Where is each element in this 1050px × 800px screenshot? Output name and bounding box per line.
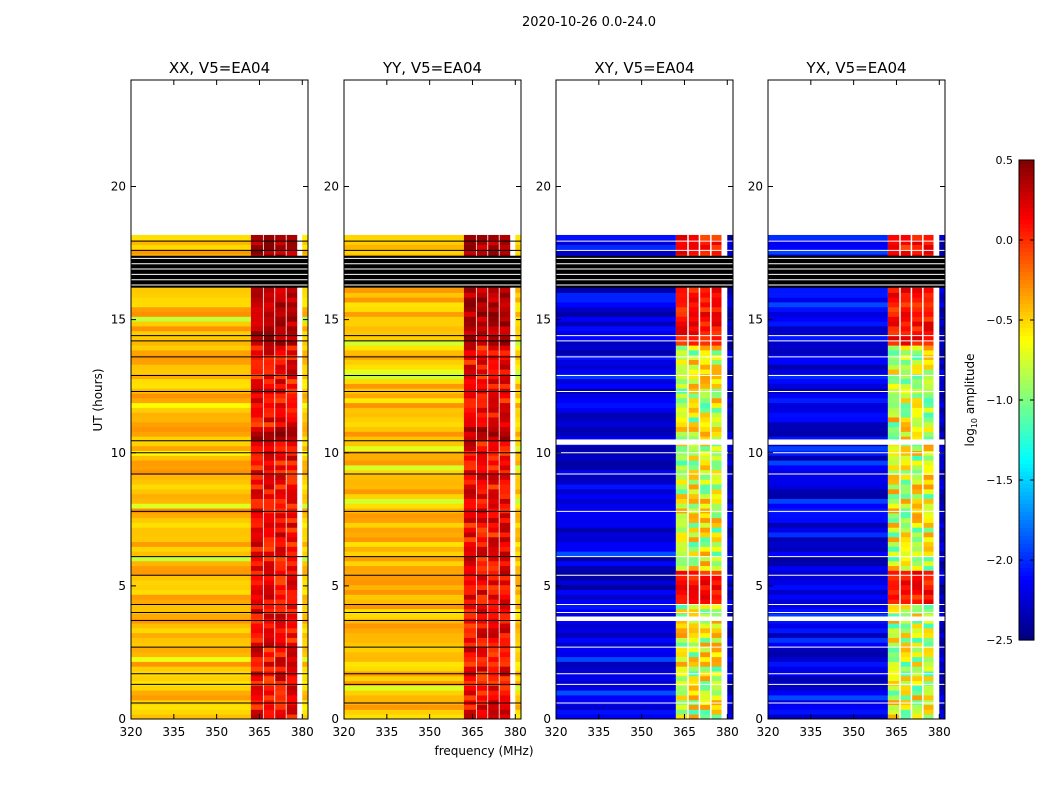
figure-suptitle: 2020-10-26 0.0-24.0 <box>522 15 656 30</box>
heatmap-cells <box>131 234 308 720</box>
flagged-band <box>344 255 521 288</box>
colorbar: 0.5 0.0 −0.5 −1.0 −1.5 −2.0 −2.5 <box>986 154 1035 647</box>
axes-frame <box>130 79 309 720</box>
panel-title: YY, V5=EA04 <box>382 59 482 77</box>
x-tick-label: 335 <box>375 725 398 739</box>
y-tick-label: 5 <box>755 579 763 593</box>
x-tick-label: 320 <box>120 725 143 739</box>
panel-title: XY, V5=EA04 <box>594 59 694 77</box>
x-tick-label: 380 <box>504 725 527 739</box>
x-tick-label: 350 <box>842 725 865 739</box>
y-tick-label: 20 <box>536 180 551 194</box>
x-tick-label: 320 <box>333 725 356 739</box>
heatmap-cells <box>344 234 521 720</box>
panel-title: XX, V5=EA04 <box>169 59 270 77</box>
panel-3: XY, V5=EA04 320 335 350 365 380 0 5 10 15 20 <box>536 59 739 739</box>
y-tick-label: 5 <box>118 579 126 593</box>
flagged-band <box>556 255 733 288</box>
colorbar-tick-label: 0.5 <box>996 154 1014 167</box>
colorbar-tick-label: −1.5 <box>986 474 1013 487</box>
colorbar-tick-label: −2.5 <box>986 634 1013 647</box>
flagged-band <box>131 255 308 288</box>
colorbar-tick-label: 0.0 <box>996 234 1014 247</box>
y-tick-label: 0 <box>755 712 763 726</box>
y-axis-label: UT (hours) <box>91 368 105 431</box>
flag-lines <box>768 240 945 704</box>
panel-4: YX, V5=EA04 320 335 350 365 380 0 5 10 15 20 <box>748 59 951 739</box>
flag-lines <box>344 240 521 704</box>
x-tick-label: 335 <box>587 725 610 739</box>
y-tick-label: 0 <box>118 712 126 726</box>
colorbar-tick-label: −0.5 <box>986 314 1013 327</box>
y-tick-label: 20 <box>111 180 126 194</box>
flag-lines <box>131 240 308 704</box>
y-tick-label: 5 <box>331 579 339 593</box>
x-tick-label: 365 <box>885 725 908 739</box>
x-tick-label: 380 <box>928 725 951 739</box>
y-tick-label: 15 <box>111 313 126 327</box>
y-tick-label: 5 <box>543 579 551 593</box>
axes-frame <box>343 79 522 720</box>
panel-title: YX, V5=EA04 <box>805 59 906 77</box>
panel-2: YY, V5=EA04 320 335 350 365 380 0 5 10 15 20 <box>324 59 527 739</box>
axes-frame <box>767 79 946 720</box>
flag-lines <box>556 240 733 704</box>
x-tick-label: 380 <box>716 725 739 739</box>
y-tick-label: 20 <box>324 180 339 194</box>
y-tick-label: 10 <box>536 446 551 460</box>
x-tick-label: 350 <box>418 725 441 739</box>
x-tick-label: 320 <box>545 725 568 739</box>
x-tick-label: 365 <box>248 725 271 739</box>
x-tick-label: 350 <box>205 725 228 739</box>
x-tick-label: 335 <box>162 725 185 739</box>
x-tick-label: 320 <box>757 725 780 739</box>
y-tick-label: 10 <box>111 446 126 460</box>
x-tick-label: 350 <box>630 725 653 739</box>
x-tick-label: 335 <box>799 725 822 739</box>
y-tick-label: 10 <box>748 446 763 460</box>
flagged-band <box>768 255 945 288</box>
colorbar-tick-label: −1.0 <box>986 394 1013 407</box>
colorbar-label: log10 amplitude <box>963 354 979 447</box>
y-tick-label: 20 <box>748 180 763 194</box>
y-tick-label: 15 <box>324 313 339 327</box>
y-tick-label: 10 <box>324 446 339 460</box>
y-tick-label: 15 <box>536 313 551 327</box>
x-tick-label: 365 <box>673 725 696 739</box>
y-tick-label: 15 <box>748 313 763 327</box>
y-tick-label: 0 <box>543 712 551 726</box>
colorbar-tick-label: −2.0 <box>986 554 1013 567</box>
panel-1: XX, V5=EA04 320 335 350 365 380 0 5 10 15 20 <box>111 59 314 739</box>
x-tick-label: 380 <box>291 725 314 739</box>
x-tick-label: 365 <box>461 725 484 739</box>
y-tick-label: 0 <box>331 712 339 726</box>
axes-frame <box>555 79 734 720</box>
x-axis-label: frequency (MHz) <box>434 744 533 758</box>
